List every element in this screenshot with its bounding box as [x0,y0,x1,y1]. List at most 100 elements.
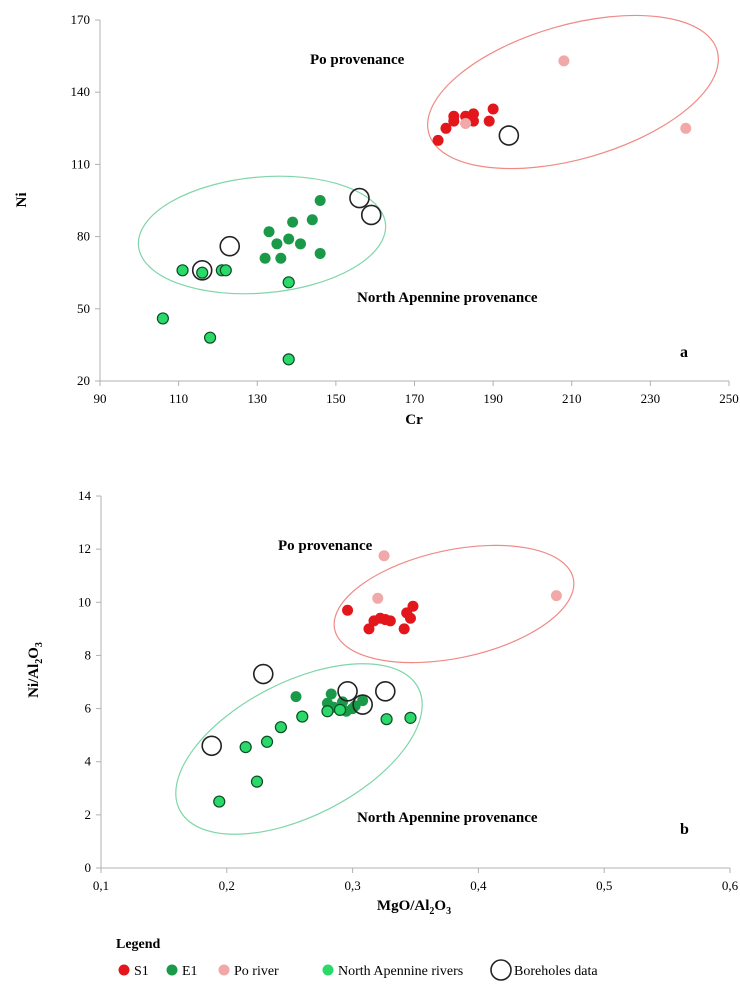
data-point-north-apennine-rivers [156,312,169,325]
y-tick-label: 8 [85,647,92,662]
po-provenance-ellipse [427,14,719,170]
x-tick-label: 0,1 [93,878,109,893]
x-tick-label: 0,6 [722,878,739,893]
y-axis-label: Ni/Al2O3 [26,642,45,698]
data-point-e1 [259,252,271,264]
data-point-s1 [440,122,452,134]
x-tick-label: 210 [562,391,582,406]
points-b [201,550,562,808]
data-point-s1 [432,134,444,146]
x-tick-label: 0,2 [219,878,235,893]
legend-marker-boreholes [490,959,512,981]
data-point-north-apennine-rivers [260,735,274,748]
ticks-a: 90 110 130 150 170 190 210 230 250 20 50 80 110 140 17… [71,12,739,406]
data-point-e1 [263,226,275,238]
data-point-boreholes [219,235,241,257]
legend-items: S1 E1 Po river North Apennine rivers Borehol… [118,959,598,981]
x-tick-label: 90 [94,391,107,406]
data-point-boreholes [337,680,358,702]
y-tick-label: 140 [71,84,91,99]
y-tick-label: 0 [85,860,92,875]
chart-panel-a: Po provenance North Apennine provenance … [14,12,739,428]
x-axis-label: Cr [405,412,423,428]
data-point-boreholes [360,204,382,226]
legend-label-e1: E1 [182,964,198,979]
y-tick-label: 12 [78,541,91,556]
legend: Legend S1 E1 Po river North Apennine rivers… [116,937,598,981]
y-tick-label: 80 [77,229,90,244]
data-point-e1 [290,691,302,703]
x-tick-label: 170 [405,391,425,406]
data-point-north-apennine-rivers [333,703,347,717]
data-point-e1 [275,252,287,264]
data-point-s1 [398,623,410,635]
panel-label-b: b [680,821,689,838]
data-point-po-river [372,592,384,604]
data-point-boreholes [191,259,213,281]
y-tick-label: 170 [71,12,91,27]
x-axis-label: MgO/Al2O3 [377,898,451,917]
ticks-b: 0,1 0,2 0,3 0,4 0,5 0,6 0 2 4 6 8 10 12 14 [78,488,739,893]
y-tick-label: 20 [77,373,90,388]
data-point-e1 [283,233,295,245]
y-tick-label: 10 [78,594,91,609]
data-point-boreholes [352,694,373,715]
data-point-e1 [325,688,337,700]
north-apennine-ellipse [137,175,387,295]
y-axis-label: Ni [14,193,30,208]
data-point-north-apennine-rivers [274,721,287,734]
data-point-s1 [384,615,396,627]
y-tick-label: 50 [77,301,90,316]
legend-marker-e1 [166,964,178,976]
legend-marker-po-river [218,964,230,976]
legend-label-s1: S1 [134,964,149,979]
data-point-north-apennine-rivers [203,331,217,344]
data-point-po-river [558,55,570,67]
data-point-s1 [467,108,479,120]
data-point-po-river [460,117,472,129]
north-apennine-ellipse [175,663,423,835]
x-tick-label: 230 [641,391,661,406]
data-point-north-apennine-rivers [282,276,295,289]
x-tick-label: 150 [326,391,346,406]
points-a [156,55,692,366]
chart-panel-b: Po provenance North Apennine provenance … [26,488,739,917]
data-point-north-apennine-rivers [239,740,252,754]
data-point-boreholes [201,735,223,757]
x-tick-label: 190 [483,391,503,406]
data-point-north-apennine-rivers [196,266,209,279]
x-tick-label: 0,5 [596,878,612,893]
data-point-north-apennine-rivers [282,353,295,366]
data-point-s1 [407,600,419,612]
data-point-north-apennine-rivers [250,775,264,788]
annotation-north-apennine-provenance: North Apennine provenance [357,810,538,826]
legend-label-boreholes: Boreholes data [514,964,598,979]
data-point-e1 [306,214,318,226]
data-point-e1 [294,238,306,250]
data-point-s1 [404,612,416,624]
data-point-e1 [357,695,369,707]
y-tick-label: 6 [85,701,92,716]
annotation-north-apennine-provenance: North Apennine provenance [357,290,538,306]
y-tick-label: 110 [71,156,90,171]
annotation-po-provenance: Po provenance [278,538,373,554]
data-point-north-apennine-rivers [213,795,226,808]
x-tick-label: 250 [719,391,739,406]
x-tick-label: 0,4 [470,878,487,893]
data-point-north-apennine-rivers [321,705,334,718]
data-point-e1 [271,238,283,250]
data-point-north-apennine-rivers [404,711,417,724]
data-point-north-apennine-rivers [296,710,309,723]
data-point-north-apennine-rivers [219,264,232,277]
x-tick-label: 110 [169,391,188,406]
y-tick-label: 2 [85,807,92,822]
data-point-e1 [314,247,326,259]
data-point-boreholes [375,680,396,702]
data-point-e1 [314,195,326,206]
legend-marker-s1 [118,964,130,976]
data-point-po-river [550,590,562,602]
data-point-s1 [483,115,495,127]
x-tick-label: 0,3 [344,878,360,893]
legend-title: Legend [116,937,161,952]
